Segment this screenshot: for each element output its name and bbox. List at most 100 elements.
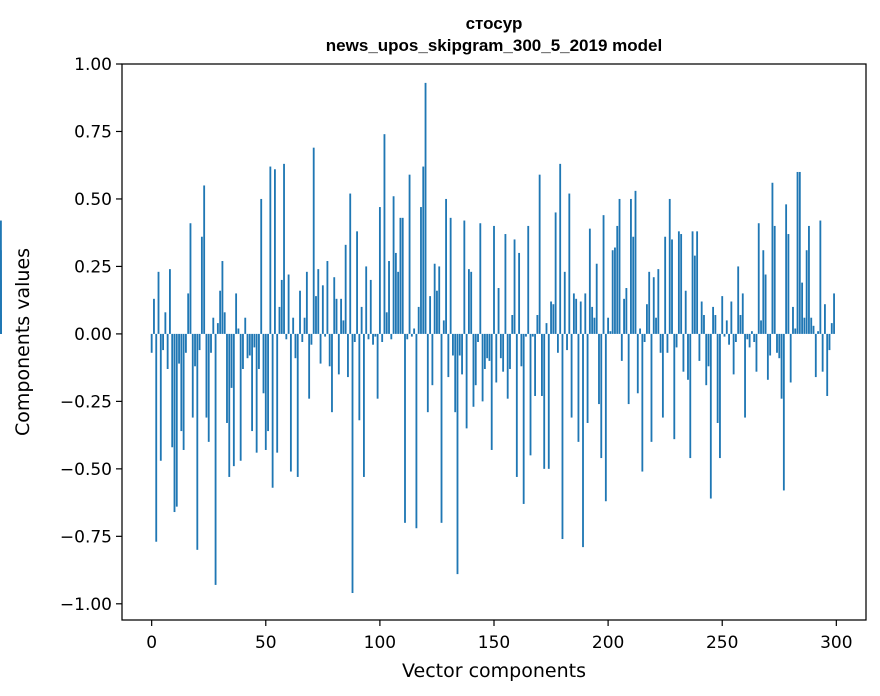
bar-216	[643, 333, 646, 342]
y-axis-ticks: 1.00 0.75 0.50 0.25 0.00 −0.25 −0.50 −0.75 −1.00	[60, 55, 122, 615]
bar-128	[442, 320, 445, 334]
plot-frame	[121, 63, 867, 621]
bar-3	[157, 271, 160, 334]
bar-162	[520, 333, 523, 367]
bar-158	[511, 315, 514, 334]
bar-199	[604, 333, 607, 502]
bar-93	[363, 333, 365, 477]
bar-91	[358, 333, 361, 421]
bar-252	[725, 320, 728, 334]
bar-285	[801, 282, 804, 334]
bar-110	[401, 217, 404, 334]
bar-205	[618, 198, 621, 334]
bar-83	[340, 298, 343, 334]
bar-69	[308, 333, 311, 399]
bar-203	[614, 247, 616, 334]
bar-190	[584, 293, 587, 334]
bar-212	[634, 190, 637, 334]
bar-113	[408, 174, 411, 334]
bar-34	[228, 333, 231, 477]
bar-99	[376, 333, 379, 399]
bar-95	[367, 333, 370, 340]
bar-46	[255, 333, 258, 453]
bar-undefined	[0, 250, 2, 334]
bar-129	[445, 198, 447, 334]
x-tick-label: 150	[478, 633, 510, 653]
bar-169	[536, 315, 539, 334]
bar-118	[420, 207, 422, 334]
bar-255	[732, 333, 735, 375]
bar-171	[541, 333, 543, 396]
bar-187	[577, 333, 580, 442]
bar-154	[502, 333, 505, 372]
bar-271	[769, 333, 772, 356]
bar-143	[477, 333, 479, 342]
bar-178	[556, 333, 559, 353]
bar-63	[294, 333, 297, 359]
bar-240	[698, 333, 701, 361]
bar-114	[410, 333, 413, 337]
y-tick-label: −0.25	[60, 392, 112, 412]
bar-144	[479, 223, 482, 334]
bar-204	[616, 225, 619, 334]
bar-76	[324, 333, 327, 337]
bar-221	[655, 317, 657, 334]
bar-126	[438, 266, 441, 334]
y-axis-label: Components values	[12, 248, 34, 436]
bar-282	[794, 328, 797, 334]
bar-78	[328, 333, 331, 367]
bar-142	[474, 333, 477, 386]
bar-298	[830, 323, 833, 334]
bar-294	[821, 333, 824, 372]
bar-66	[301, 333, 304, 342]
bar-109	[399, 217, 402, 334]
bar-226	[666, 333, 669, 353]
bar-288	[808, 225, 810, 334]
bar-295	[824, 304, 826, 334]
bar-273	[773, 225, 776, 334]
bar-241	[700, 301, 703, 334]
bar-134	[456, 333, 459, 575]
bar-200	[607, 317, 610, 334]
bar-50	[264, 333, 267, 450]
y-tick-label: −0.50	[60, 460, 112, 480]
bar-186	[575, 298, 578, 334]
bar-48	[260, 198, 263, 334]
bar-176	[552, 304, 555, 334]
bar-123	[431, 333, 434, 386]
bar-260	[744, 333, 746, 418]
bar-253	[728, 333, 730, 345]
x-axis-ticks: 0 50 100 150 200 250 300	[146, 620, 853, 653]
bar-223	[659, 333, 662, 353]
bar-26	[210, 333, 212, 353]
bar-284	[798, 171, 801, 334]
bar-125	[436, 290, 438, 334]
bar-100	[378, 207, 381, 334]
bar-292	[817, 331, 819, 334]
bar-series	[0, 82, 835, 594]
bar-21	[198, 333, 201, 351]
bar-119	[422, 166, 425, 334]
bar-65	[299, 290, 301, 334]
bar-90	[356, 231, 358, 334]
y-tick-label: 0.75	[74, 122, 112, 142]
bar-170	[538, 174, 541, 334]
chart-title: стосур	[466, 14, 523, 33]
bar-150	[493, 225, 495, 334]
bar-36	[232, 333, 235, 467]
bar-184	[570, 333, 573, 418]
bar-31	[221, 261, 224, 334]
bar-211	[632, 236, 635, 334]
bar-127	[440, 333, 443, 523]
bar-244	[707, 333, 710, 367]
bar-105	[390, 333, 393, 340]
bar-1	[153, 298, 155, 334]
bar-234	[684, 290, 687, 334]
bar-246	[712, 306, 715, 334]
bar-189	[582, 333, 584, 548]
bar-35	[230, 333, 233, 388]
bar-42	[246, 333, 249, 359]
y-tick-label: −1.00	[60, 595, 112, 615]
bar-41	[244, 317, 247, 334]
bar-194	[593, 317, 596, 334]
